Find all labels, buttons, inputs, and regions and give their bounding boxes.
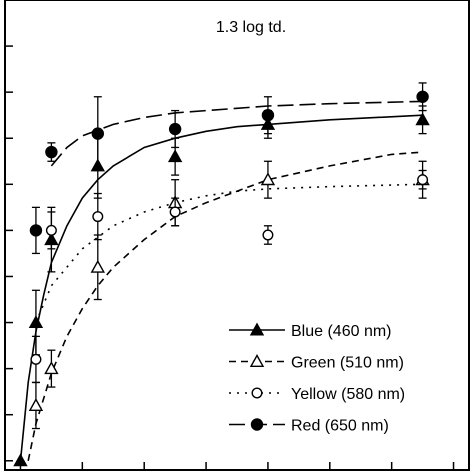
data-point-series-3 <box>169 206 181 218</box>
legend-marker-2 <box>249 354 265 367</box>
axis-ticks <box>5 0 455 470</box>
legend-marker-3 <box>251 387 263 399</box>
data-point-series-4 <box>168 122 182 136</box>
data-point-series-1 <box>167 149 183 163</box>
data-point-series-3 <box>92 211 104 223</box>
data-point-series-1 <box>13 453 28 467</box>
legend-label-2: Green (510 nm) <box>291 355 404 372</box>
data-point-series-4 <box>45 145 58 159</box>
data-point-series-4 <box>29 224 43 237</box>
legend-marker-1 <box>249 322 265 336</box>
series-line-4 <box>50 100 423 167</box>
legend-label-3: Yellow (580 nm) <box>291 386 405 403</box>
data-point-series-4 <box>416 90 429 103</box>
legend-label-1: Blue (460 nm) <box>291 323 392 340</box>
fit-curves <box>19 100 423 461</box>
legend: Blue (460 nm) Green (510 nm) Yellow (580 n… <box>229 322 405 435</box>
legend-label-4: Red (650 nm) <box>291 418 389 435</box>
data-point-series-3 <box>417 174 429 186</box>
plot-frame <box>4 0 470 471</box>
data-point-series-4 <box>261 108 275 122</box>
chart-title: 1.3 log td. <box>216 19 286 36</box>
series-line-3 <box>35 183 423 323</box>
data-points <box>13 82 430 467</box>
data-point-series-3 <box>262 229 274 241</box>
series-line-1 <box>19 114 423 461</box>
series-line-2 <box>27 151 423 461</box>
data-point-series-2 <box>28 398 44 411</box>
data-point-series-2 <box>44 361 59 375</box>
data-point-series-3 <box>30 353 42 365</box>
data-point-series-3 <box>45 224 57 236</box>
legend-marker-4 <box>250 418 264 431</box>
data-point-series-2 <box>90 259 105 273</box>
data-point-series-2 <box>260 172 276 186</box>
data-point-series-1 <box>415 112 430 126</box>
data-point-series-4 <box>91 127 105 140</box>
data-point-series-1 <box>28 315 44 329</box>
